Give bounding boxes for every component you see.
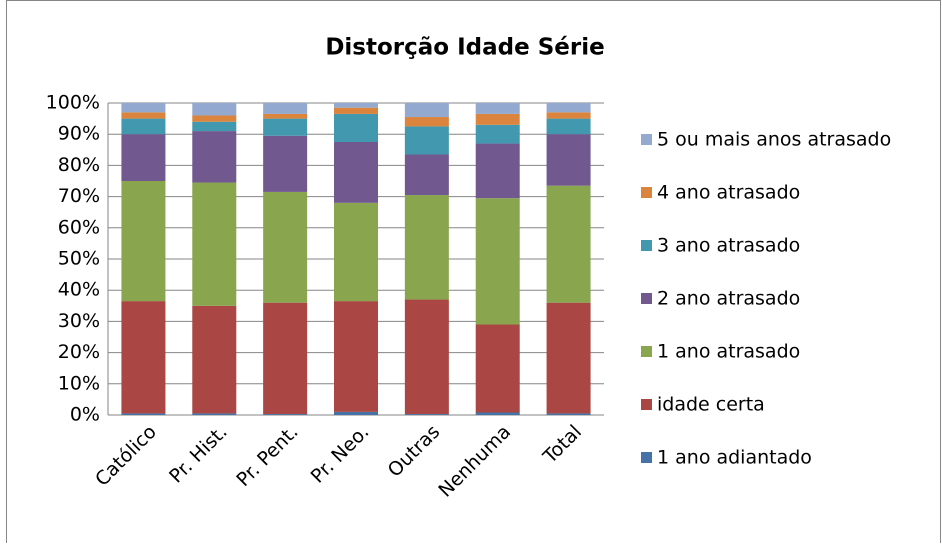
bar-segment (263, 414, 308, 415)
bar-segment (121, 413, 166, 415)
bar-segment (334, 107, 378, 114)
bar-segment (192, 121, 237, 132)
bar-segment (475, 198, 520, 325)
bar-segment (404, 414, 449, 415)
bar-segment (334, 142, 378, 203)
bar-segment (546, 302, 591, 414)
legend-label: 2 ano atrasado (657, 288, 800, 310)
bar-segment (121, 112, 166, 119)
bar-segment (263, 135, 308, 192)
bar-segment (192, 115, 237, 122)
bar-segment (121, 134, 166, 181)
bar-segment (263, 302, 308, 415)
bar-segment (192, 103, 237, 116)
bar-segment (546, 103, 591, 113)
y-tick-label: 80% (58, 154, 100, 176)
bar-segment (546, 134, 591, 186)
bar-segment (475, 412, 520, 415)
legend-label: 4 ano atrasado (657, 182, 800, 204)
bar-segment (263, 103, 308, 114)
legend-swatch (641, 293, 652, 304)
bar-segment (546, 118, 591, 135)
legend-label: 3 ano atrasado (657, 235, 800, 257)
bar-segment (475, 113, 520, 125)
bar-segment (263, 113, 308, 119)
bar-segment (263, 191, 308, 303)
bar-segment (192, 413, 237, 415)
bar-segment (404, 299, 449, 415)
bar-segment (121, 103, 166, 113)
legend-swatch (641, 187, 652, 198)
bar-segment (121, 118, 166, 135)
bar-segment (475, 124, 520, 144)
bar-segment (121, 181, 166, 302)
bar-segment (404, 195, 449, 300)
y-tick-label: 20% (58, 341, 100, 363)
bar-segment (334, 301, 378, 412)
bar-segment (404, 103, 449, 118)
y-tick-label: 50% (58, 248, 100, 270)
legend-label: 5 ou mais anos atrasado (657, 129, 891, 151)
bar-segment (192, 131, 237, 183)
legend-swatch (641, 346, 652, 357)
chart-title: Distorção Idade Série (325, 35, 604, 61)
bar-segment (475, 143, 520, 199)
y-tick-label: 0% (70, 404, 100, 426)
bar-segment (334, 202, 378, 302)
legend-swatch (641, 240, 652, 251)
bar-segment (334, 113, 378, 142)
legend-label: 1 ano adiantado (657, 447, 812, 469)
y-tick-label: 40% (58, 279, 100, 301)
legend-label: idade certa (657, 394, 765, 416)
legend-label: 1 ano atrasado (657, 341, 800, 363)
y-tick-label: 30% (58, 310, 100, 332)
y-tick-label: 100% (46, 92, 100, 114)
bar-segment (263, 118, 308, 136)
bar-segment (475, 103, 520, 114)
y-tick-label: 10% (58, 372, 100, 394)
bar-segment (546, 112, 591, 119)
legend-swatch (641, 399, 652, 410)
bar-segment (192, 182, 237, 306)
legend-swatch (641, 452, 652, 463)
bar-segment (404, 126, 449, 155)
bar-segment (475, 324, 520, 413)
bar-segment (334, 103, 378, 108)
bar-segment (334, 411, 378, 415)
y-tick-label: 70% (58, 185, 100, 207)
bar-segment (404, 117, 449, 127)
bar-segment (546, 185, 591, 303)
bar-segment (404, 154, 449, 196)
bar-segment (192, 305, 237, 414)
y-tick-label: 60% (58, 216, 100, 238)
bar-segment (546, 413, 591, 415)
bar-segment (121, 301, 166, 414)
legend-swatch (641, 134, 652, 145)
y-tick-label: 90% (58, 123, 100, 145)
